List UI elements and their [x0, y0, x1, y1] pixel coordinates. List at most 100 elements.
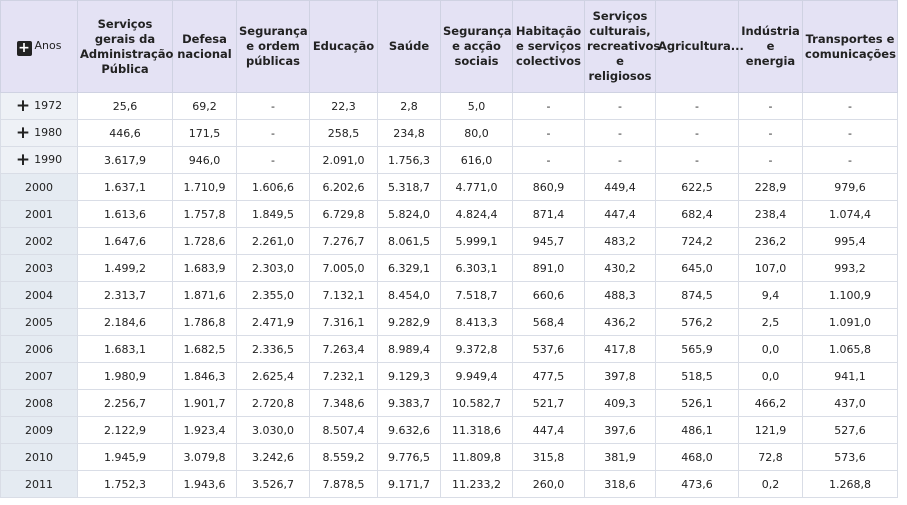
value-cell: 521,7	[512, 389, 585, 417]
value-cell: 8.507,4	[309, 416, 378, 444]
year-cell: 2000	[0, 173, 78, 201]
value-cell: 2.313,7	[77, 281, 173, 309]
column-header[interactable]: Transportes e comunicações	[802, 0, 898, 93]
value-cell: 6.329,1	[377, 254, 441, 282]
expand-all-icon[interactable]: +	[16, 39, 32, 56]
value-cell: 568,4	[512, 308, 585, 336]
value-cell: -	[512, 146, 585, 174]
column-header[interactable]: Segurança e ordem públicas	[236, 0, 310, 93]
value-cell: 7.232,1	[309, 362, 378, 390]
value-cell: 2.261,0	[236, 227, 310, 255]
value-cell: 468,0	[655, 443, 739, 471]
table-row: 2010 1.945,9 3.079,8 3.242,6 8.559,2 9.776,5 1…	[0, 443, 898, 471]
corner-header[interactable]: + Anos	[0, 0, 78, 93]
value-cell: 0,0	[738, 362, 803, 390]
year-label: 2004	[25, 288, 53, 302]
value-cell: 871,4	[512, 200, 585, 228]
value-cell: 945,7	[512, 227, 585, 255]
table-row: +1972 25,6 69,2-22,3 2,8 5,0- - - - -	[0, 92, 898, 120]
value-cell: 1.943,6	[172, 470, 237, 498]
value-cell: 3.030,0	[236, 416, 310, 444]
value-cell: -	[236, 146, 310, 174]
year-label: 2007	[25, 369, 53, 383]
value-cell: 682,4	[655, 200, 739, 228]
year-cell[interactable]: +1980	[0, 119, 78, 147]
value-cell: 724,2	[655, 227, 739, 255]
value-cell: -	[655, 119, 739, 147]
value-cell: 5.999,1	[440, 227, 513, 255]
column-header[interactable]: Serviços culturais, recreativos e religi…	[584, 0, 660, 93]
value-cell: -	[738, 119, 803, 147]
value-cell: 80,0	[440, 119, 513, 147]
column-header[interactable]: Defesa nacional	[172, 0, 237, 93]
year-cell[interactable]: +1972	[0, 92, 78, 120]
value-cell: 8.559,2	[309, 443, 378, 471]
value-cell: 537,6	[512, 335, 585, 363]
value-cell: 9.129,3	[377, 362, 441, 390]
year-label: 2010	[25, 450, 53, 464]
value-cell: 9,4	[738, 281, 803, 309]
corner-label: Anos	[34, 38, 62, 52]
year-label: 2000	[25, 180, 53, 194]
value-cell: -	[512, 119, 585, 147]
value-cell: 1.499,2	[77, 254, 173, 282]
value-cell: 1.091,0	[802, 308, 898, 336]
year-cell: 2009	[0, 416, 78, 444]
year-cell: 2011	[0, 470, 78, 498]
expand-icon[interactable]: +	[15, 123, 31, 143]
value-cell: 8.454,0	[377, 281, 441, 309]
value-cell: 121,9	[738, 416, 803, 444]
value-cell: 1.613,6	[77, 200, 173, 228]
value-cell: 8.413,3	[440, 308, 513, 336]
value-cell: 616,0	[440, 146, 513, 174]
value-cell: 22,3	[309, 92, 378, 120]
value-cell: 0,0	[738, 335, 803, 363]
value-cell: 25,6	[77, 92, 173, 120]
expand-icon[interactable]: +	[15, 96, 31, 116]
column-header[interactable]: Segurança e acção sociais	[440, 0, 513, 93]
value-cell: 2.303,0	[236, 254, 310, 282]
column-header[interactable]: Educação	[309, 0, 378, 93]
value-cell: 9.282,9	[377, 308, 441, 336]
value-cell: 1.757,8	[172, 200, 237, 228]
value-cell: 6.303,1	[440, 254, 513, 282]
year-cell[interactable]: +1990	[0, 146, 78, 174]
value-cell: 10.582,7	[440, 389, 513, 417]
year-cell: 2003	[0, 254, 78, 282]
value-cell: -	[655, 146, 739, 174]
value-cell: 2.625,4	[236, 362, 310, 390]
year-cell: 2005	[0, 308, 78, 336]
value-cell: 8.061,5	[377, 227, 441, 255]
column-header[interactable]: Habitação e serviços colectivos	[512, 0, 585, 93]
column-header[interactable]: Serviços gerais da Administração Pública	[77, 0, 173, 93]
value-cell: 1.647,6	[77, 227, 173, 255]
value-cell: 9.632,6	[377, 416, 441, 444]
value-cell: 466,2	[738, 389, 803, 417]
expand-icon[interactable]: +	[15, 150, 31, 170]
year-label: 1980	[34, 126, 63, 139]
value-cell: 7.263,4	[309, 335, 378, 363]
table-row: 2008 2.256,7 1.901,7 2.720,8 7.348,6 9.383,7 1…	[0, 389, 898, 417]
value-cell: 979,6	[802, 173, 898, 201]
value-cell: 1.606,6	[236, 173, 310, 201]
value-cell: 11.233,2	[440, 470, 513, 498]
value-cell: 1.682,5	[172, 335, 237, 363]
year-label: 2002	[25, 234, 53, 248]
year-label: 2011	[25, 477, 53, 491]
value-cell: -	[236, 119, 310, 147]
value-cell: 1.710,9	[172, 173, 237, 201]
value-cell: 993,2	[802, 254, 898, 282]
value-cell: 318,6	[584, 470, 656, 498]
value-cell: 7.878,5	[309, 470, 378, 498]
column-header[interactable]: Saúde	[377, 0, 441, 93]
year-label: 2003	[25, 261, 53, 275]
column-header[interactable]: Agricultura...	[655, 0, 744, 93]
value-cell: -	[738, 92, 803, 120]
value-cell: 891,0	[512, 254, 585, 282]
year-cell: 2004	[0, 281, 78, 309]
value-cell: 1.683,1	[77, 335, 173, 363]
value-cell: 11.809,8	[440, 443, 513, 471]
value-cell: -	[802, 119, 898, 147]
column-header[interactable]: Indústria e energia	[738, 0, 803, 93]
value-cell: 874,5	[655, 281, 739, 309]
